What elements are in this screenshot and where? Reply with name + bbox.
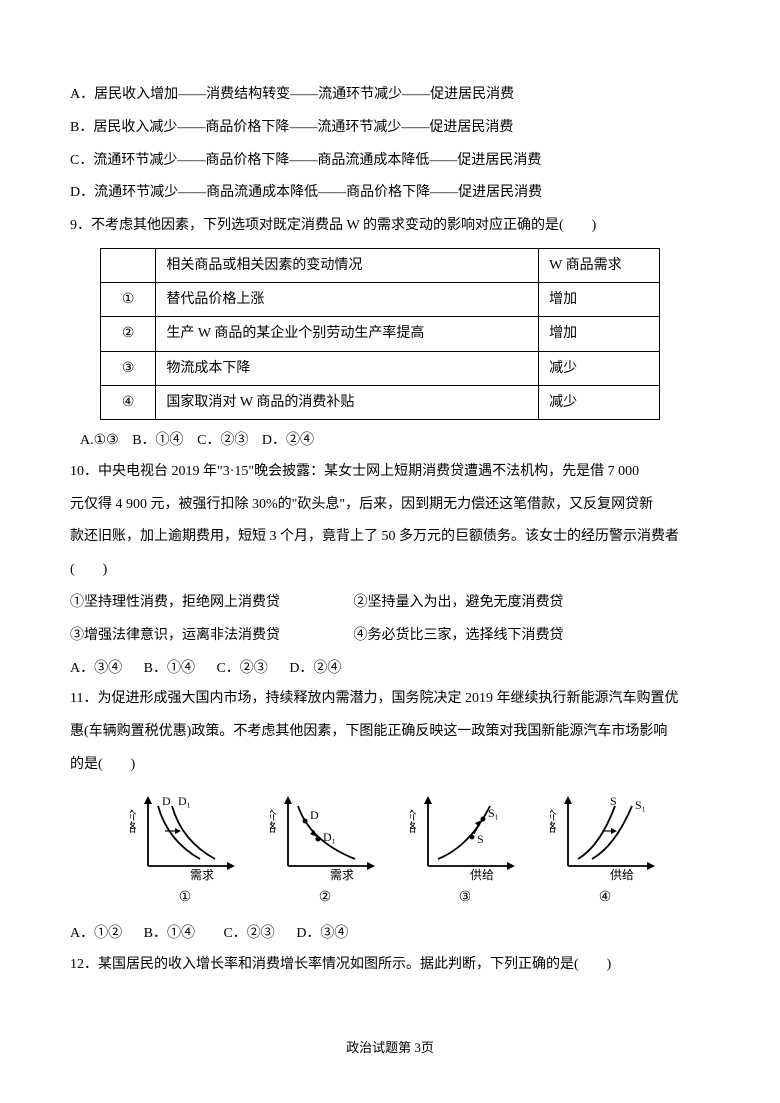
chart-2: D D₁ 价格 需求 ② (270, 791, 380, 914)
chart3-svg: S₁ S 价格 供给 (410, 791, 520, 881)
svg-text:价格: 价格 (270, 808, 277, 832)
chart-1: D D₁ 价格 需求 ① (130, 791, 240, 914)
q11-charts: D D₁ 价格 需求 ① D D₁ 价格 需求 ② (80, 791, 710, 914)
svg-text:价格: 价格 (130, 808, 137, 832)
table-row: ④ 国家取消对 W 商品的消费补贴 减少 (101, 385, 660, 419)
q9-opt-d: D．②④ (262, 433, 314, 448)
svg-text:D₁: D₁ (323, 830, 336, 844)
svg-text:D₁: D₁ (178, 794, 191, 808)
page-footer: 政治试题第 3页 (0, 1034, 780, 1063)
svg-text:D: D (162, 794, 171, 808)
chart1-svg: D D₁ 价格 需求 (130, 791, 240, 881)
q9-opt-b: B．①④ (132, 433, 183, 448)
q11-opt-d: D．③④ (296, 926, 348, 941)
chart-3: S₁ S 价格 供给 ③ (410, 791, 520, 914)
option-a: A．居民收入增加——消费结构转变——流通环节减少——促进居民消费 (70, 80, 710, 111)
svg-text:D: D (310, 808, 319, 822)
table-row: ② 生产 W 商品的某企业个别劳动生产率提高 增加 (101, 317, 660, 351)
table-row: 相关商品或相关因素的变动情况 W 商品需求 (101, 248, 660, 282)
q10-opt-b: B．①④ (144, 661, 195, 676)
table-row: ③ 物流成本下降 减少 (101, 351, 660, 385)
q10-line4: ( ) (70, 555, 710, 586)
svg-text:供给: 供给 (610, 868, 634, 881)
q11-line3: 的是( ) (70, 750, 710, 781)
q10-stmts1: ①坚持理性消费，拒绝网上消费贷 ②坚持量入为出，避免无度消费贷 (70, 588, 710, 619)
svg-text:价格: 价格 (550, 808, 557, 832)
svg-text:价格: 价格 (410, 808, 417, 832)
q10-opt-a: A．③④ (70, 661, 122, 676)
option-b: B．居民收入减少——商品价格下降——流通环节减少——促进居民消费 (70, 113, 710, 144)
q11-line2: 惠(车辆购置税优惠)政策。不考虑其他因素，下图能正确反映这一政策对我国新能源汽车… (70, 717, 710, 748)
svg-text:S: S (610, 794, 617, 808)
q9-stem: 9．不考虑其他因素，下列选项对既定消费品 W 的需求变动的影响对应正确的是( ) (70, 211, 710, 242)
q10-line3: 款还旧账，加上逾期费用，短短 3 个月，竟背上了 50 多万元的巨额债务。该女士… (70, 522, 710, 553)
option-c: C．流通环节减少——商品价格下降——商品流通成本降低——促进居民消费 (70, 146, 710, 177)
q9-table: 相关商品或相关因素的变动情况 W 商品需求 ① 替代品价格上涨 增加 ② 生产 … (100, 248, 660, 420)
header-res: W 商品需求 (539, 248, 660, 282)
q11-opt-c: C．②③ (223, 926, 274, 941)
option-d: D．流通环节减少——商品流通成本降低——商品价格下降——促进居民消费 (70, 178, 710, 209)
q11-line1: 11．为促进形成强大国内市场，持续释放内需潜力，国务院决定 2019 年继续执行… (70, 684, 710, 715)
svg-text:需求: 需求 (330, 868, 354, 881)
svg-text:需求: 需求 (190, 868, 214, 881)
q11-options: A．①② B．①④ C．②③ D．③④ (70, 919, 710, 950)
chart4-svg: S S₁ 价格 供给 (550, 791, 660, 881)
svg-text:供给: 供给 (470, 868, 494, 881)
q10-stmts2: ③增强法律意识，运离非法消费贷 ④务必货比三家，选择线下消费贷 (70, 621, 710, 652)
q10-options: A．③④ B．①④ C．②③ D．②④ (70, 654, 710, 685)
svg-text:S: S (477, 832, 484, 846)
q10-line2: 元仅得 4 900 元，被强行扣除 30%的"砍头息"，后来，因到期无力偿还这笔… (70, 490, 710, 521)
q12-stem: 12．某国居民的收入增长率和消费增长率情况如图所示。据此判断，下列正确的是( ) (70, 950, 710, 981)
chart-4: S S₁ 价格 供给 ④ (550, 791, 660, 914)
q10-opt-c: C．②③ (216, 661, 267, 676)
q11-opt-b: B．①④ (144, 926, 195, 941)
q10-line1: 10．中央电视台 2019 年"3·15"晚会披露：某女士网上短期消费贷遭遇不法… (70, 457, 710, 488)
chart2-svg: D D₁ 价格 需求 (270, 791, 380, 881)
q9-options: A.①③ B．①④ C．②③ D．②④ (80, 426, 710, 457)
table-row: ① 替代品价格上涨 增加 (101, 283, 660, 317)
q10-opt-d: D．②④ (289, 661, 341, 676)
svg-text:S₁: S₁ (635, 798, 646, 812)
q9-opt-c: C．②③ (197, 433, 248, 448)
header-desc: 相关商品或相关因素的变动情况 (156, 248, 539, 282)
svg-text:S₁: S₁ (488, 806, 499, 820)
q9-opt-a: A.①③ (80, 433, 119, 448)
q11-opt-a: A．①② (70, 926, 122, 941)
